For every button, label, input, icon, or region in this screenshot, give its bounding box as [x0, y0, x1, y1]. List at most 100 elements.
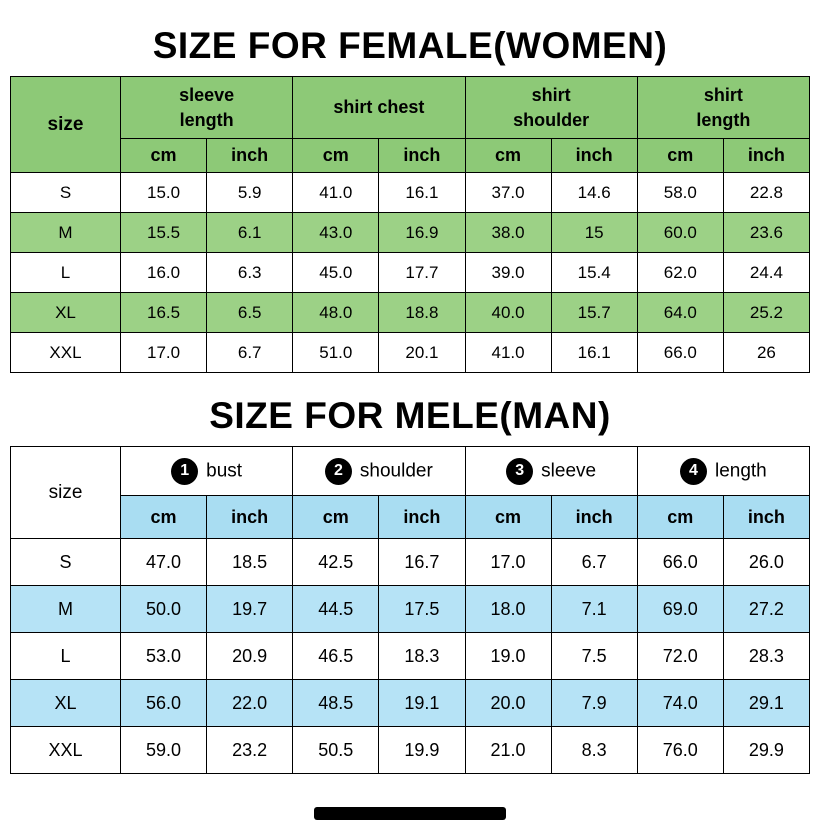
size-column-header: size: [10, 446, 121, 539]
measurement-value-cell: 66.0: [636, 538, 724, 586]
measurement-value-cell: 19.1: [378, 679, 466, 727]
measurement-value-cell: 29.1: [722, 679, 811, 727]
measurement-group-header: shirt shoulder: [464, 76, 638, 139]
unit-header: cm: [464, 495, 552, 539]
female-size-table: size sleeve length shirt chest shirt should…: [10, 76, 811, 373]
measurement-value-cell: 20.0: [464, 679, 552, 727]
group-label: shirt shoulder: [513, 85, 590, 130]
unit-header: inch: [378, 138, 466, 173]
measurement-group-header: 3 sleeve: [464, 446, 638, 496]
measurement-group-header: shirt length: [636, 76, 811, 139]
measurement-value-cell: 6.1: [206, 212, 294, 253]
unit-header: cm: [119, 495, 208, 539]
group-label: shirt length: [696, 85, 751, 130]
measurement-value-cell: 22.8: [722, 172, 811, 213]
measurement-value-cell: 56.0: [119, 679, 208, 727]
measurement-value-cell: 62.0: [636, 252, 724, 293]
size-row-xxl: XXL 17.0 6.7 51.0 20.1 41.0 16.1 66.0 26: [10, 332, 811, 373]
measurement-value-cell: 50.0: [119, 585, 208, 633]
number-badge-icon: 3: [506, 457, 534, 485]
measurement-group-header: shirt chest: [292, 76, 466, 139]
measurement-value-cell: 16.1: [550, 332, 638, 373]
measurement-value-cell: 44.5: [292, 585, 380, 633]
measurement-value-cell: 14.6: [550, 172, 638, 213]
group-label: sleeve length: [179, 85, 235, 130]
measurement-value-cell: 28.3: [722, 632, 811, 680]
unit-header-row: cm inch cm inch cm inch cm inch: [11, 495, 811, 539]
measurement-value-cell: 16.9: [378, 212, 466, 253]
measurement-value-cell: 7.9: [550, 679, 638, 727]
size-row-xxl: XXL 59.0 23.2 50.5 19.9 21.0 8.3 76.0 29.9: [10, 726, 811, 774]
measurement-value-cell: 15.7: [550, 292, 638, 333]
measurement-value-cell: 47.0: [119, 538, 208, 586]
measurement-group-header: sleeve length: [119, 76, 294, 139]
row-size-label: XXL: [10, 332, 121, 373]
measurement-group-header: 1 bust: [119, 446, 294, 496]
measurement-value-cell: 18.0: [464, 585, 552, 633]
measurement-value-cell: 48.5: [292, 679, 380, 727]
size-row-m: M 15.5 6.1 43.0 16.9 38.0 15 60.0 23.6: [10, 212, 811, 253]
measurement-value-cell: 7.1: [550, 585, 638, 633]
measurement-value-cell: 15: [550, 212, 638, 253]
measurement-value-cell: 64.0: [636, 292, 724, 333]
unit-header: inch: [206, 495, 294, 539]
measurement-value-cell: 24.4: [722, 252, 811, 293]
row-size-label: XXL: [10, 726, 121, 774]
row-size-label: L: [10, 632, 121, 680]
size-row-l: L 16.0 6.3 45.0 17.7 39.0 15.4 62.0 24.4: [10, 252, 811, 293]
group-label: shirt chest: [333, 97, 425, 118]
measurement-value-cell: 51.0: [292, 332, 380, 373]
measurement-value-cell: 16.7: [378, 538, 466, 586]
measurement-value-cell: 19.7: [206, 585, 294, 633]
measurement-value-cell: 41.0: [292, 172, 380, 213]
measurement-value-cell: 20.1: [378, 332, 466, 373]
size-column-header: size: [10, 76, 121, 173]
measurement-value-cell: 29.9: [722, 726, 811, 774]
measurement-value-cell: 21.0: [464, 726, 552, 774]
measurement-value-cell: 16.1: [378, 172, 466, 213]
number-badge-icon: 4: [679, 457, 707, 485]
row-size-label: S: [10, 538, 121, 586]
size-row-s: S 15.0 5.9 41.0 16.1 37.0 14.6 58.0 22.8: [10, 172, 811, 213]
female-section-title: SIZE FOR FEMALE(WOMEN): [152, 25, 668, 66]
measurement-value-cell: 42.5: [292, 538, 380, 586]
measurement-value-cell: 5.9: [206, 172, 294, 213]
unit-header: cm: [292, 495, 380, 539]
unit-header: cm: [464, 138, 552, 173]
number-badge-icon: 1: [171, 457, 199, 485]
male-section-title: SIZE FOR MELE(MAN): [209, 395, 611, 436]
measurement-value-cell: 26.0: [722, 538, 811, 586]
measurement-value-cell: 50.5: [292, 726, 380, 774]
measurement-value-cell: 6.5: [206, 292, 294, 333]
row-size-label: S: [10, 172, 121, 213]
measurement-value-cell: 16.0: [119, 252, 208, 293]
group-label: bust: [206, 460, 243, 481]
size-row-xl: XL 16.5 6.5 48.0 18.8 40.0 15.7 64.0 25.2: [10, 292, 811, 333]
measurement-value-cell: 41.0: [464, 332, 552, 373]
measurement-value-cell: 19.0: [464, 632, 552, 680]
row-size-label: L: [10, 252, 121, 293]
unit-header-row: cm inch cm inch cm inch cm inch: [11, 138, 811, 173]
measurement-value-cell: 43.0: [292, 212, 380, 253]
measurement-value-cell: 37.0: [464, 172, 552, 213]
measurement-value-cell: 6.7: [206, 332, 294, 373]
measurement-value-cell: 16.5: [119, 292, 208, 333]
measurement-value-cell: 17.5: [378, 585, 466, 633]
measurement-value-cell: 6.7: [550, 538, 638, 586]
measurement-value-cell: 59.0: [119, 726, 208, 774]
group-header-row: size sleeve length shirt chest shirt should…: [10, 76, 811, 173]
measurement-value-cell: 39.0: [464, 252, 552, 293]
measurement-value-cell: 18.3: [378, 632, 466, 680]
measurement-value-cell: 17.0: [119, 332, 208, 373]
measurement-value-cell: 58.0: [636, 172, 724, 213]
measurement-value-cell: 17.7: [378, 252, 466, 293]
unit-header: inch: [550, 495, 638, 539]
unit-header: cm: [119, 138, 208, 173]
row-size-label: XL: [10, 292, 121, 333]
measurement-value-cell: 17.0: [464, 538, 552, 586]
measurement-value-cell: 25.2: [722, 292, 811, 333]
row-size-label: XL: [10, 679, 121, 727]
measurement-value-cell: 15.4: [550, 252, 638, 293]
measurement-value-cell: 6.3: [206, 252, 294, 293]
measurement-group-header: 2 shoulder: [292, 446, 466, 496]
